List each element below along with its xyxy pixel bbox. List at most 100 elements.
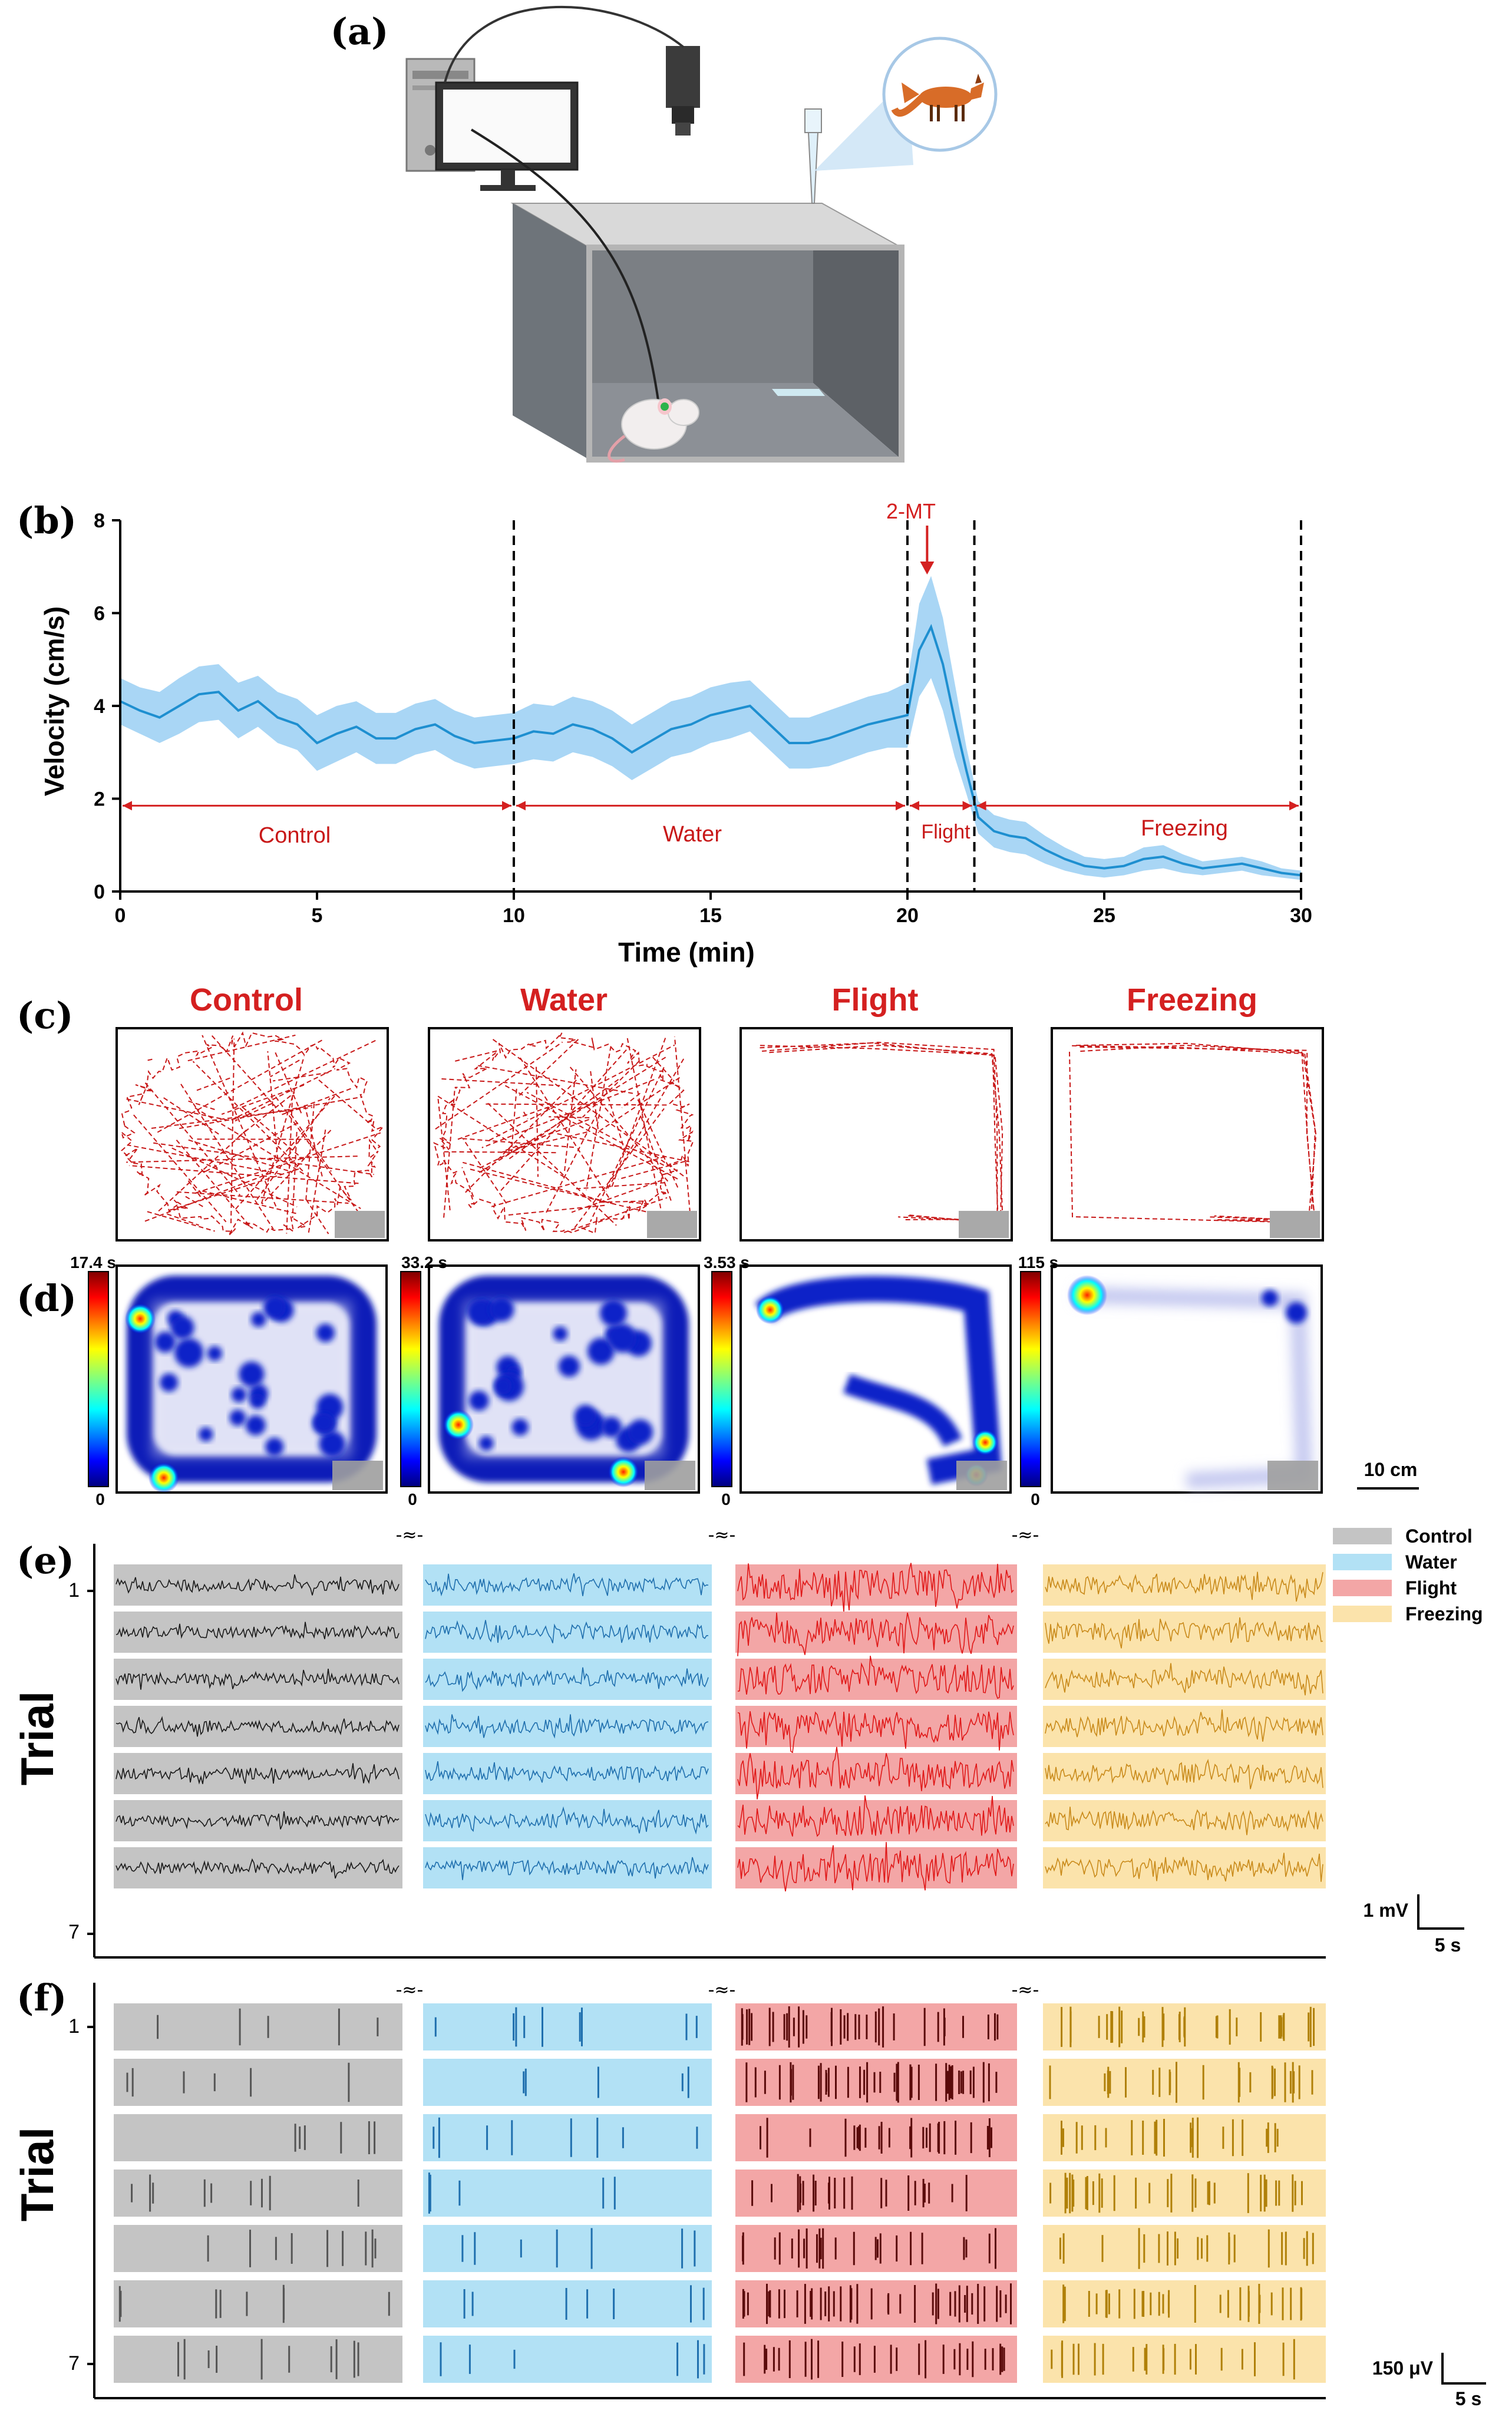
- density-blob: [174, 1338, 204, 1368]
- lfp-row-bg: [1043, 1612, 1326, 1653]
- x-tick-label: 15: [699, 904, 722, 927]
- x-tick-label: 25: [1093, 904, 1115, 927]
- density-blob: [558, 1355, 580, 1378]
- arrow-head: [516, 801, 526, 811]
- title-flight: Flight: [832, 982, 919, 1018]
- hotspot: [756, 1296, 784, 1324]
- colorbar-min-flight: 0: [721, 1490, 731, 1508]
- lfp-row-bg: [423, 1612, 712, 1653]
- density-track: [755, 1276, 1002, 1485]
- legend-swatch-freezing: [1333, 1606, 1392, 1622]
- spike-train: [745, 2062, 998, 2103]
- density-blob: [314, 1412, 334, 1432]
- density-blob: [601, 1416, 622, 1438]
- lfp-trace: [425, 1714, 709, 1739]
- arrow-head: [976, 801, 986, 811]
- arrow-head: [962, 801, 972, 811]
- density-blob: [511, 1418, 529, 1436]
- x-tick-label: 20: [896, 904, 919, 927]
- lfp-trace: [737, 1795, 1014, 1837]
- lfp-trace: [1045, 1709, 1323, 1742]
- hotspot: [608, 1457, 639, 1487]
- raster-row-bg: [1043, 2114, 1326, 2161]
- trial-label-f: Trial: [11, 2127, 63, 2221]
- lfp-trace: [425, 1806, 709, 1835]
- legend-swatch-control: [1333, 1528, 1392, 1544]
- lfp-trace: [425, 1857, 709, 1880]
- lfp-trace: [737, 1612, 1014, 1656]
- lfp-trace: [115, 1716, 400, 1737]
- mean-line: [120, 623, 1302, 877]
- lfp-trace: [425, 1667, 709, 1692]
- colorbar: [400, 1271, 421, 1487]
- panel-e: (e) Trial 1 7 -≈- -≈- -≈- Control Water Fl…: [11, 1525, 1483, 1959]
- axis-break: -≈-: [708, 1980, 736, 2000]
- raster-row-bg: [423, 2225, 712, 2272]
- raster-row-bg: [735, 2336, 1017, 2383]
- lfp-row-bg: [114, 1564, 402, 1606]
- colorbar-min-freezing: 0: [1031, 1490, 1040, 1508]
- raster-row-bg: [1043, 2225, 1326, 2272]
- y-tick-label: 4: [94, 695, 105, 718]
- lfp-trace: [1045, 1807, 1323, 1835]
- axis-break: -≈-: [1012, 1980, 1039, 2000]
- arena-box: [510, 203, 904, 463]
- y-tick-label: 6: [94, 603, 105, 625]
- density-blob: [231, 1387, 247, 1403]
- spike-train: [1049, 2172, 1303, 2214]
- density-blob: [160, 1373, 179, 1392]
- spike-train: [126, 2062, 350, 2102]
- raster-row-bg: [423, 2114, 712, 2161]
- legend-flight: Flight: [1405, 1577, 1457, 1599]
- x-axis-label: Time (min): [618, 937, 755, 968]
- panel-d-label: (d): [16, 1277, 77, 1320]
- axis-break: -≈-: [1012, 1525, 1039, 1546]
- lfp-trace: [1045, 1617, 1323, 1649]
- density-blob: [574, 1405, 597, 1427]
- phase-label-flight: Flight: [921, 821, 970, 843]
- lfp-row-bg: [114, 1659, 402, 1700]
- raster-row-bg: [423, 2336, 712, 2383]
- lfp-traces: -≈- -≈- -≈-: [87, 1525, 1326, 1959]
- raster-row-bg: [735, 2170, 1017, 2217]
- spike-train: [1051, 2339, 1295, 2380]
- density-ring: [127, 1276, 377, 1482]
- error-band: [120, 576, 1301, 880]
- heatmap-density: [439, 1276, 689, 1487]
- hotspot: [1067, 1275, 1107, 1315]
- raster-row-bg: [423, 2003, 712, 2051]
- density-blob: [199, 1427, 213, 1442]
- density-ring: [439, 1276, 689, 1482]
- trial-last-e: 7: [68, 1921, 80, 1943]
- trajectory-plots: [115, 1027, 1324, 1241]
- spike-train: [433, 2117, 698, 2158]
- raster-row-bg: [1043, 2336, 1326, 2383]
- spike-train: [157, 2008, 379, 2046]
- raster-row-bg: [114, 2003, 402, 2051]
- panel-b-label: (b): [16, 499, 77, 542]
- density-blob: [489, 1297, 514, 1322]
- x-tick-label: 10: [503, 904, 525, 927]
- density-track: [843, 1374, 962, 1447]
- lfp-row-bg: [735, 1612, 1017, 1653]
- corner-zone: [959, 1211, 1009, 1238]
- trajectory-path: [1069, 1042, 1317, 1223]
- spike-train: [1062, 2284, 1303, 2324]
- scale-5s-e: 5 s: [1435, 1934, 1461, 1956]
- arrow-head: [1289, 801, 1299, 811]
- lfp-trace: [115, 1668, 400, 1690]
- raster-row-bg: [114, 2059, 402, 2106]
- spike-train: [742, 2283, 1012, 2324]
- arrow-head: [123, 801, 132, 811]
- lfp-row-bg: [114, 1800, 402, 1841]
- title-control: Control: [190, 982, 303, 1018]
- hotspot: [443, 1409, 474, 1440]
- heatmaps: [88, 1264, 1323, 1494]
- density-blob: [587, 1338, 615, 1365]
- corner-zone: [332, 1461, 383, 1490]
- raster-row-bg: [735, 2114, 1017, 2161]
- legend-freezing: Freezing: [1405, 1603, 1483, 1624]
- lfp-trace: [1045, 1853, 1323, 1882]
- hotspot: [972, 1429, 998, 1455]
- density-blob: [265, 1437, 284, 1457]
